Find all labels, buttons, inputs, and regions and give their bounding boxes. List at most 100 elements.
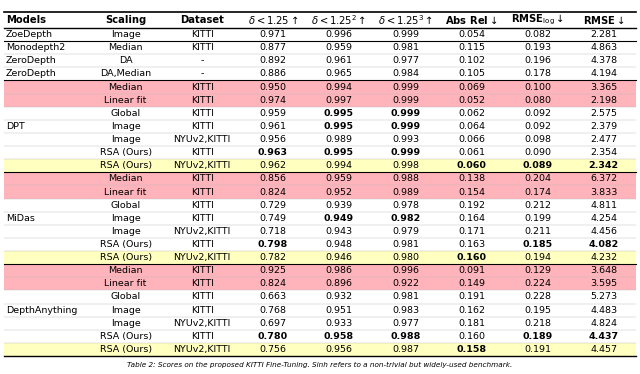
Text: 4.811: 4.811 <box>590 200 617 209</box>
Text: 0.999: 0.999 <box>392 30 419 39</box>
Text: Median: Median <box>108 266 143 275</box>
Text: Linear fit: Linear fit <box>104 279 147 288</box>
Text: 0.164: 0.164 <box>458 214 485 223</box>
Text: 0.211: 0.211 <box>524 227 551 236</box>
Text: KITTI: KITTI <box>191 332 214 341</box>
Text: 0.090: 0.090 <box>524 148 551 157</box>
Text: 0.995: 0.995 <box>324 122 353 131</box>
Text: 3.365: 3.365 <box>590 83 618 92</box>
Text: 3.595: 3.595 <box>590 279 617 288</box>
Text: 0.163: 0.163 <box>458 240 485 249</box>
Text: KITTI: KITTI <box>191 292 214 301</box>
Text: ZoeDepth: ZoeDepth <box>6 30 53 39</box>
Text: 0.971: 0.971 <box>259 30 286 39</box>
Text: 0.162: 0.162 <box>458 306 485 315</box>
Text: 0.950: 0.950 <box>259 83 286 92</box>
Text: 4.082: 4.082 <box>589 240 619 249</box>
Text: Median: Median <box>108 174 143 183</box>
Text: DA,Median: DA,Median <box>100 70 151 79</box>
Text: 0.054: 0.054 <box>458 30 485 39</box>
Text: 0.984: 0.984 <box>392 70 419 79</box>
Text: 0.718: 0.718 <box>259 227 286 236</box>
Text: 0.160: 0.160 <box>457 253 486 262</box>
Text: KITTI: KITTI <box>191 240 214 249</box>
Text: 0.224: 0.224 <box>524 279 551 288</box>
Text: 0.892: 0.892 <box>259 56 286 65</box>
Text: MiDas: MiDas <box>6 214 35 223</box>
Bar <box>4 186 636 199</box>
Text: 0.980: 0.980 <box>392 253 419 262</box>
Text: KITTI: KITTI <box>191 30 214 39</box>
Text: 0.946: 0.946 <box>325 253 352 262</box>
Bar <box>4 159 636 172</box>
Text: 0.959: 0.959 <box>259 109 286 118</box>
Text: 2.198: 2.198 <box>590 96 617 105</box>
Bar <box>4 172 636 186</box>
Text: NYUv2,KITTI: NYUv2,KITTI <box>173 161 231 170</box>
Text: -: - <box>200 70 204 79</box>
Bar <box>4 277 636 290</box>
Text: Image: Image <box>111 122 140 131</box>
Text: Models: Models <box>6 15 46 25</box>
Text: 0.956: 0.956 <box>325 345 352 354</box>
Text: 0.877: 0.877 <box>259 43 286 52</box>
Text: 0.171: 0.171 <box>458 227 485 236</box>
Text: 0.989: 0.989 <box>392 187 419 196</box>
Text: 0.995: 0.995 <box>324 148 353 157</box>
Bar <box>4 251 636 264</box>
Bar <box>4 94 636 107</box>
Text: 0.999: 0.999 <box>390 148 420 157</box>
Text: 0.195: 0.195 <box>524 306 551 315</box>
Text: 0.961: 0.961 <box>325 56 352 65</box>
Text: 2.575: 2.575 <box>590 109 617 118</box>
Text: DPT: DPT <box>6 122 25 131</box>
Text: 0.174: 0.174 <box>524 187 551 196</box>
Text: KITTI: KITTI <box>191 96 214 105</box>
Text: 2.281: 2.281 <box>590 30 617 39</box>
Text: RMSE$_{\mathrm{log}}$$\downarrow$: RMSE$_{\mathrm{log}}$$\downarrow$ <box>511 13 564 27</box>
Text: 0.952: 0.952 <box>325 187 352 196</box>
Text: ZeroDepth: ZeroDepth <box>6 56 57 65</box>
Text: 0.982: 0.982 <box>390 214 420 223</box>
Text: 0.981: 0.981 <box>392 240 419 249</box>
Text: 0.204: 0.204 <box>524 174 551 183</box>
Text: 0.925: 0.925 <box>259 266 286 275</box>
Text: Image: Image <box>111 227 140 236</box>
Text: 0.981: 0.981 <box>392 292 419 301</box>
Text: 0.988: 0.988 <box>390 332 420 341</box>
Text: 0.943: 0.943 <box>325 227 352 236</box>
Text: $\delta < 1.25\uparrow$: $\delta < 1.25\uparrow$ <box>248 14 298 26</box>
Text: 0.105: 0.105 <box>458 70 485 79</box>
Text: 0.066: 0.066 <box>458 135 485 144</box>
Text: 0.987: 0.987 <box>392 345 419 354</box>
Text: 0.780: 0.780 <box>258 332 288 341</box>
Text: 4.232: 4.232 <box>590 253 617 262</box>
Text: NYUv2,KITTI: NYUv2,KITTI <box>173 227 231 236</box>
Text: 0.989: 0.989 <box>325 135 352 144</box>
Text: KITTI: KITTI <box>191 187 214 196</box>
Text: 0.194: 0.194 <box>524 253 551 262</box>
Text: 0.939: 0.939 <box>325 200 352 209</box>
Text: 2.477: 2.477 <box>590 135 617 144</box>
Text: 0.115: 0.115 <box>458 43 485 52</box>
Text: DA: DA <box>119 56 132 65</box>
Text: RSA (Ours): RSA (Ours) <box>99 240 152 249</box>
Text: 4.863: 4.863 <box>590 43 617 52</box>
Text: 0.988: 0.988 <box>392 174 419 183</box>
Text: 0.749: 0.749 <box>259 214 286 223</box>
Text: 0.129: 0.129 <box>524 266 551 275</box>
Text: 0.995: 0.995 <box>324 109 353 118</box>
Text: 0.089: 0.089 <box>523 161 553 170</box>
Text: 0.999: 0.999 <box>392 96 419 105</box>
Text: ZeroDepth: ZeroDepth <box>6 70 57 79</box>
Text: RMSE$\downarrow$: RMSE$\downarrow$ <box>582 15 625 25</box>
Text: 0.978: 0.978 <box>392 200 419 209</box>
Text: 4.378: 4.378 <box>590 56 617 65</box>
Text: 0.981: 0.981 <box>392 43 419 52</box>
Text: 0.951: 0.951 <box>325 306 352 315</box>
Text: 0.160: 0.160 <box>458 332 485 341</box>
Text: 0.768: 0.768 <box>259 306 286 315</box>
Text: KITTI: KITTI <box>191 122 214 131</box>
Bar <box>4 264 636 277</box>
Text: 0.962: 0.962 <box>259 161 286 170</box>
